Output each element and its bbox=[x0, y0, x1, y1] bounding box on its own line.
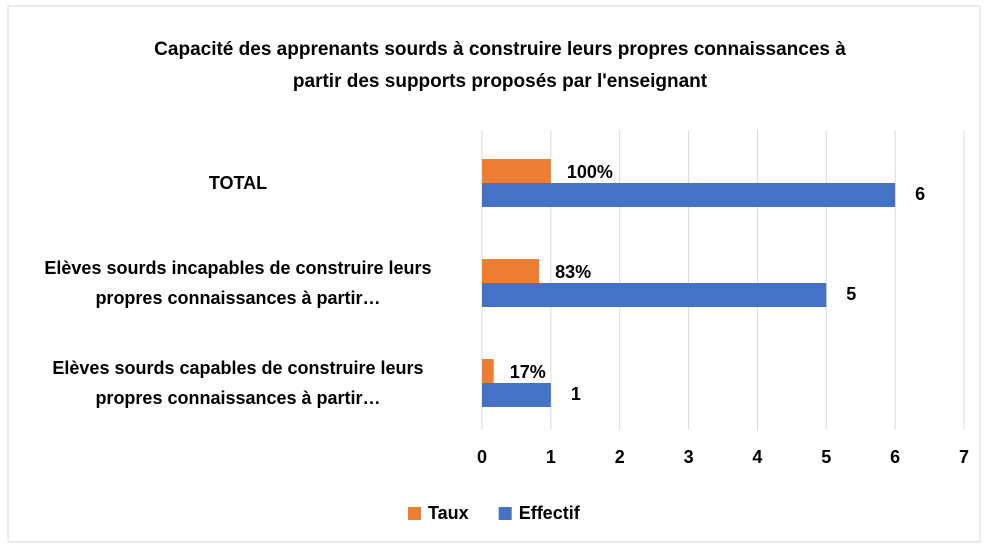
bar bbox=[482, 283, 827, 307]
legend-swatch bbox=[498, 507, 512, 520]
bar bbox=[482, 259, 540, 283]
bar bbox=[482, 159, 551, 183]
x-tick-label: 4 bbox=[752, 447, 762, 467]
legend-label: Taux bbox=[428, 503, 469, 523]
bar bbox=[482, 383, 551, 407]
bar bbox=[482, 359, 494, 383]
x-tick-label: 5 bbox=[821, 447, 831, 467]
x-tick-label: 6 bbox=[890, 447, 900, 467]
category-label: Elèves sourds incapables de construire l… bbox=[44, 258, 432, 308]
data-label: 83% bbox=[555, 262, 591, 282]
x-tick-label: 3 bbox=[684, 447, 694, 467]
x-tick-label: 7 bbox=[959, 447, 969, 467]
data-label: 6 bbox=[915, 184, 925, 204]
chart-title: Capacité des apprenants sourds à constru… bbox=[154, 39, 846, 92]
category-label: Elèves sourds capables de construire leu… bbox=[52, 358, 424, 408]
data-label: 17% bbox=[510, 362, 546, 382]
legend-label: Effectif bbox=[519, 503, 581, 523]
category-label: TOTAL bbox=[208, 173, 268, 193]
x-tick-label: 1 bbox=[546, 447, 556, 467]
x-tick-label: 2 bbox=[615, 447, 625, 467]
data-label: 1 bbox=[571, 384, 581, 404]
bar bbox=[482, 183, 896, 207]
data-label: 5 bbox=[846, 284, 856, 304]
data-label: 100% bbox=[567, 162, 613, 182]
legend-swatch bbox=[408, 507, 421, 520]
chart-border bbox=[7, 5, 981, 543]
x-tick-label: 0 bbox=[477, 447, 487, 467]
